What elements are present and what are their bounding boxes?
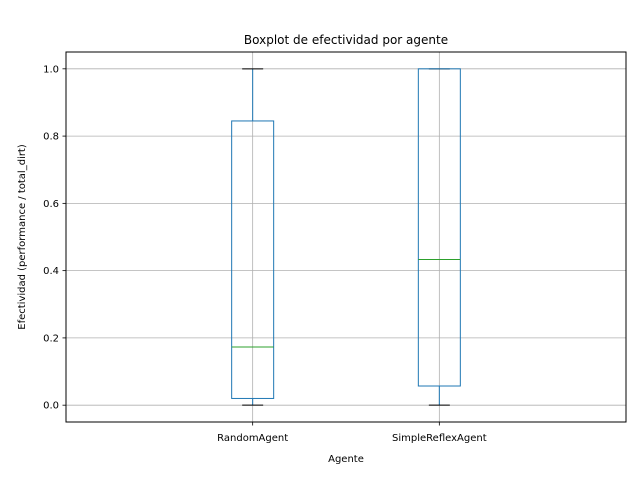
y-tick-label: 0.2 [43,333,59,344]
y-axis-label: Efectividad (performance / total_dirt) [17,144,28,330]
y-tick-label: 0.4 [43,266,59,277]
boxes [231,68,461,406]
y-tick-label: 0.8 [43,132,59,143]
x-axis-ticks: RandomAgent SimpleReflexAgent [217,422,487,444]
y-tick-label: 0.6 [43,199,59,210]
x-tick-label: SimpleReflexAgent [392,433,487,444]
box-SimpleReflexAgent [417,68,461,406]
x-axis-label: Agente [328,454,364,465]
box-RandomAgent [231,68,275,406]
y-tick-label: 1.0 [43,64,59,75]
chart-title: Boxplot de efectividad por agente [244,33,448,47]
y-tick-label: 0.0 [43,401,59,412]
iqr-box [417,68,461,387]
plot-frame [65,51,627,423]
y-axis-ticks: 0.0 0.2 0.4 0.6 0.8 1.0 [43,64,66,412]
iqr-box [231,120,275,399]
x-tick-label: RandomAgent [217,433,288,444]
